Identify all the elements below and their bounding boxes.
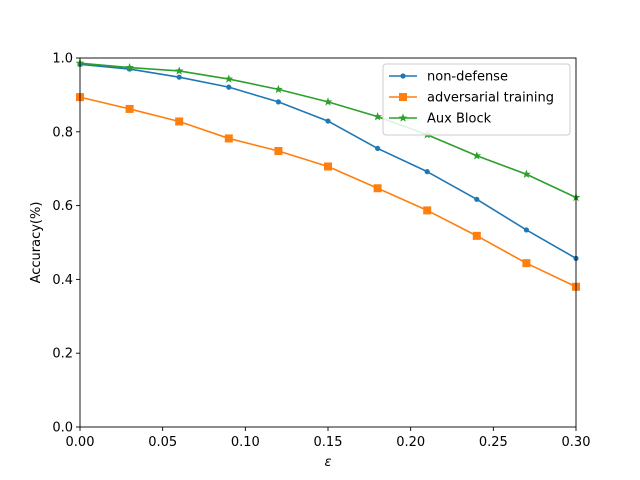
x-axis: 0.00 0.05 0.10 0.15 0.20 0.25 0.30 xyxy=(66,427,591,450)
y-tick-label: 0.4 xyxy=(52,273,73,288)
legend-marker xyxy=(399,93,407,101)
x-tick-label: 0.15 xyxy=(314,435,343,450)
data-point xyxy=(274,146,283,155)
x-tick-label: 0.30 xyxy=(562,435,591,450)
x-tick-label: 0.20 xyxy=(396,435,425,450)
x-tick-label: 0.10 xyxy=(231,435,260,450)
data-point xyxy=(472,151,482,160)
legend-label: Aux Block xyxy=(427,112,492,127)
data-point xyxy=(373,184,382,193)
data-point xyxy=(274,84,283,94)
legend-box xyxy=(382,63,571,136)
data-point xyxy=(176,74,182,80)
y-tick-label: 1.0 xyxy=(52,52,73,67)
data-point xyxy=(474,196,480,202)
data-point xyxy=(323,97,333,106)
data-point xyxy=(324,162,332,171)
data-point xyxy=(523,227,530,233)
data-point xyxy=(472,231,481,240)
data-point xyxy=(522,259,531,268)
legend-label: adversarial training xyxy=(427,91,554,106)
legend-marker xyxy=(400,73,406,79)
legend-item: Aux Block xyxy=(389,112,492,127)
y-tick-label: 0.0 xyxy=(52,421,73,436)
y-axis-label: Accuracy(%) xyxy=(29,202,44,284)
legend: non-defense adversarial training Aux Block xyxy=(382,63,571,136)
y-tick-label: 0.8 xyxy=(52,125,73,140)
legend-marker xyxy=(398,113,408,122)
data-point xyxy=(224,134,233,143)
data-point xyxy=(373,112,382,121)
y-tick-label: 0.6 xyxy=(52,199,73,214)
x-tick-label: 0.00 xyxy=(66,435,95,450)
x-axis-label: ε xyxy=(324,455,331,470)
data-point xyxy=(174,66,184,75)
data-point xyxy=(522,169,531,178)
data-point xyxy=(226,84,232,90)
data-point xyxy=(275,99,281,105)
x-tick-label: 0.05 xyxy=(148,435,177,450)
y-axis: 0.0 0.2 0.4 0.6 0.8 1.0 xyxy=(52,52,80,436)
legend-item: non-defense xyxy=(389,70,508,85)
legend-label: non-defense xyxy=(427,70,508,85)
legend-item: adversarial training xyxy=(389,91,554,106)
y-tick-label: 0.2 xyxy=(52,347,73,362)
data-point xyxy=(375,145,381,152)
data-point xyxy=(423,206,432,215)
series-0 xyxy=(77,61,579,261)
data-point xyxy=(175,117,184,126)
data-point xyxy=(125,62,134,72)
data-point xyxy=(424,169,430,175)
data-point xyxy=(125,104,134,113)
x-tick-label: 0.25 xyxy=(479,435,508,450)
data-point xyxy=(224,74,234,83)
data-point xyxy=(325,118,331,124)
series-layer xyxy=(75,58,581,291)
